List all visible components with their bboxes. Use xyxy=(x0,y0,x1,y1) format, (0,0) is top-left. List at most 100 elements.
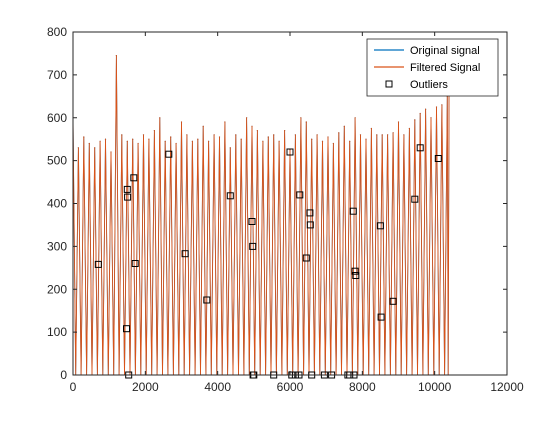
outlier-marker xyxy=(165,150,173,158)
data-point xyxy=(365,138,367,140)
data-point xyxy=(425,108,427,110)
data-point xyxy=(419,112,421,115)
plot-area xyxy=(73,55,450,379)
x-tick-label: 4000 xyxy=(204,380,231,394)
outlier-marker xyxy=(302,254,310,262)
data-point xyxy=(132,138,134,140)
data-point xyxy=(77,147,79,149)
data-point xyxy=(354,117,356,119)
data-point xyxy=(387,134,389,136)
outlier-marker xyxy=(123,325,130,333)
outlier-marker xyxy=(352,272,360,279)
outlier-marker xyxy=(181,250,189,258)
outlier-marker xyxy=(349,207,357,215)
outlier-marker xyxy=(249,242,257,250)
data-point xyxy=(218,136,221,138)
outlier-marker xyxy=(123,185,131,193)
data-point xyxy=(115,55,117,57)
data-point xyxy=(370,127,372,130)
legend-swatch xyxy=(385,80,393,88)
data-point xyxy=(121,134,123,136)
data-point xyxy=(376,134,378,136)
data-point xyxy=(397,121,400,123)
outlier-marker xyxy=(434,155,442,162)
data-point xyxy=(441,104,443,106)
data-point xyxy=(430,117,432,119)
data-point xyxy=(327,136,329,138)
y-tick-label: 100 xyxy=(47,325,67,339)
data-point xyxy=(251,125,253,127)
legend: Original signal Filtered Signal Outliers xyxy=(366,38,499,97)
outlier-marker xyxy=(203,296,211,304)
data-point xyxy=(289,149,291,151)
data-point xyxy=(267,136,269,138)
outlier-marker xyxy=(296,191,304,199)
data-point xyxy=(104,138,107,140)
data-point xyxy=(148,138,150,140)
data-point xyxy=(164,140,166,142)
outlier-marker xyxy=(306,221,314,229)
data-point xyxy=(235,134,237,136)
legend-label: Original signal xyxy=(410,45,480,57)
series-filtered-signal xyxy=(73,55,450,375)
x-tick-label: 0 xyxy=(70,380,77,394)
data-point xyxy=(294,134,296,136)
series-outliers xyxy=(94,144,442,379)
y-tick-label: 600 xyxy=(47,111,67,125)
data-point xyxy=(316,134,318,136)
y-tick-label: 700 xyxy=(47,68,67,82)
data-point xyxy=(99,140,101,142)
data-point xyxy=(403,134,405,136)
data-point xyxy=(83,136,85,138)
outlier-marker xyxy=(416,144,424,152)
outlier-marker xyxy=(131,260,139,267)
data-point xyxy=(213,134,215,136)
outlier-marker xyxy=(248,218,256,225)
data-point xyxy=(110,151,112,153)
data-point xyxy=(343,125,345,127)
data-point xyxy=(284,130,286,132)
data-point xyxy=(321,140,324,142)
legend-label: Outliers xyxy=(410,79,448,91)
data-point xyxy=(359,134,362,136)
data-point xyxy=(170,136,172,138)
data-point xyxy=(381,134,383,136)
data-point xyxy=(305,121,307,123)
data-point xyxy=(224,121,226,123)
data-point xyxy=(300,117,302,119)
data-point xyxy=(208,140,210,142)
data-point xyxy=(414,119,416,121)
data-point xyxy=(278,140,280,142)
y-tick-label: 800 xyxy=(47,25,67,39)
data-point xyxy=(88,142,90,145)
outlier-marker xyxy=(94,260,102,268)
data-point xyxy=(256,130,258,132)
data-point xyxy=(126,140,128,142)
y-tick-label: 300 xyxy=(47,239,67,253)
data-point xyxy=(175,142,177,145)
data-point xyxy=(137,142,139,145)
legend-label: Filtered Signal xyxy=(410,62,480,74)
data-point xyxy=(246,117,248,119)
data-point xyxy=(94,147,96,149)
data-point xyxy=(408,127,410,130)
x-tick-label: 10000 xyxy=(418,380,452,394)
outlier-marker xyxy=(389,297,397,305)
data-point xyxy=(202,125,204,127)
axes: 0 2000 4000 6000 8000 10000 12000 0 100 200 300 400… xyxy=(47,25,524,394)
data-point xyxy=(159,117,161,119)
y-tick-label: 0 xyxy=(60,368,67,382)
data-point xyxy=(191,140,193,142)
data-point xyxy=(262,140,264,142)
outlier-marker xyxy=(286,148,294,156)
data-point xyxy=(311,138,313,140)
data-point xyxy=(142,134,145,136)
data-point xyxy=(197,138,199,140)
data-point xyxy=(435,106,438,108)
data-point xyxy=(180,121,183,123)
x-tick-label: 2000 xyxy=(132,380,159,394)
y-tick-label: 500 xyxy=(47,154,67,168)
data-point xyxy=(349,140,351,142)
